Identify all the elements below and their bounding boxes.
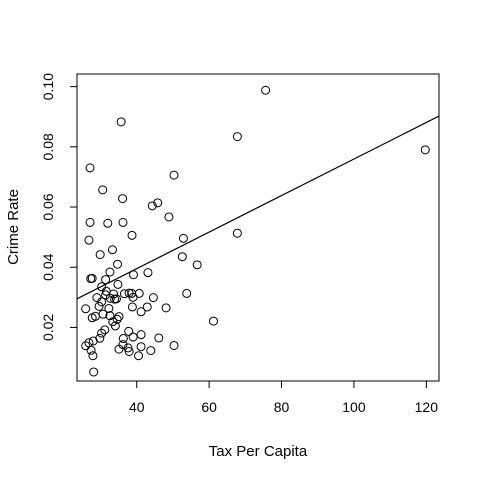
- data-point: [128, 332, 138, 342]
- data-point: [95, 250, 105, 260]
- data-point: [100, 325, 110, 335]
- data-point: [146, 346, 156, 356]
- data-point: [232, 228, 242, 238]
- plot-frame: [76, 73, 440, 382]
- y-tick-label: 0.06: [40, 193, 56, 220]
- data-point: [114, 344, 124, 354]
- data-point: [118, 194, 128, 204]
- data-point: [142, 302, 152, 312]
- data-point: [105, 267, 115, 277]
- x-tick-label: 60: [201, 399, 217, 415]
- data-point: [81, 304, 91, 314]
- data-point: [97, 297, 107, 307]
- data-point: [113, 279, 123, 289]
- data-point: [88, 351, 98, 361]
- data-point: [182, 288, 192, 298]
- data-point: [178, 233, 188, 243]
- data-point: [154, 333, 164, 343]
- data-point: [97, 328, 107, 338]
- data-point: [134, 288, 144, 298]
- data-point: [89, 367, 99, 377]
- data-point: [192, 260, 202, 270]
- data-point: [232, 132, 242, 142]
- data-point: [85, 163, 95, 173]
- data-point: [97, 282, 107, 292]
- x-tick-label: 40: [129, 399, 145, 415]
- y-tick-label: 0.10: [40, 73, 56, 100]
- data-point: [81, 341, 91, 351]
- data-point: [116, 117, 126, 127]
- y-tick-label: 0.04: [40, 253, 56, 280]
- data-point: [94, 301, 104, 311]
- x-tick-label: 100: [342, 399, 366, 415]
- data-point: [119, 289, 129, 299]
- data-point: [128, 270, 138, 280]
- data-point: [143, 268, 153, 278]
- data-point: [134, 351, 144, 361]
- data-point: [208, 316, 218, 326]
- data-point: [153, 198, 163, 208]
- data-point: [113, 259, 123, 269]
- data-point: [101, 275, 111, 285]
- data-point: [136, 342, 146, 352]
- data-point: [114, 312, 124, 322]
- data-point: [87, 273, 97, 283]
- data-point: [136, 330, 146, 340]
- data-point: [127, 230, 137, 240]
- data-point: [92, 293, 102, 303]
- data-point: [161, 303, 171, 313]
- data-point: [169, 170, 179, 180]
- data-point: [127, 302, 137, 312]
- data-point: [84, 235, 94, 245]
- data-point: [104, 303, 114, 313]
- x-axis-title: Tax Per Capita: [209, 443, 308, 460]
- data-point: [177, 252, 187, 262]
- data-point: [118, 217, 128, 227]
- data-point: [105, 311, 115, 321]
- data-points: [81, 85, 430, 377]
- data-point: [95, 333, 105, 343]
- data-point: [124, 347, 134, 357]
- data-point: [123, 343, 133, 353]
- data-point: [111, 294, 121, 304]
- data-point: [98, 185, 108, 195]
- data-point: [86, 345, 96, 355]
- y-axis: 0.02 0.04 0.06 0.08 0.10: [40, 73, 77, 341]
- data-point: [118, 334, 128, 344]
- regression-line: [76, 115, 440, 300]
- y-tick-label: 0.08: [40, 133, 56, 160]
- data-point: [136, 307, 146, 317]
- data-point: [112, 314, 122, 324]
- y-axis-title: Crime Rate: [5, 189, 22, 265]
- y-tick-label: 0.02: [40, 314, 56, 341]
- data-point: [105, 293, 115, 303]
- data-point: [261, 85, 271, 95]
- data-point: [148, 293, 158, 303]
- data-point: [101, 290, 111, 300]
- data-point: [164, 212, 174, 222]
- data-point: [169, 340, 179, 350]
- x-tick-label: 120: [415, 399, 439, 415]
- data-point: [107, 245, 117, 255]
- data-point: [124, 326, 134, 336]
- data-point: [103, 218, 113, 228]
- data-point: [87, 313, 97, 323]
- data-point: [420, 145, 430, 155]
- data-point: [85, 217, 95, 227]
- data-point: [147, 201, 157, 211]
- x-axis: 40 60 80 100 120: [129, 381, 438, 415]
- data-point: [110, 321, 120, 331]
- x-tick-label: 80: [274, 399, 290, 415]
- data-point: [88, 336, 98, 346]
